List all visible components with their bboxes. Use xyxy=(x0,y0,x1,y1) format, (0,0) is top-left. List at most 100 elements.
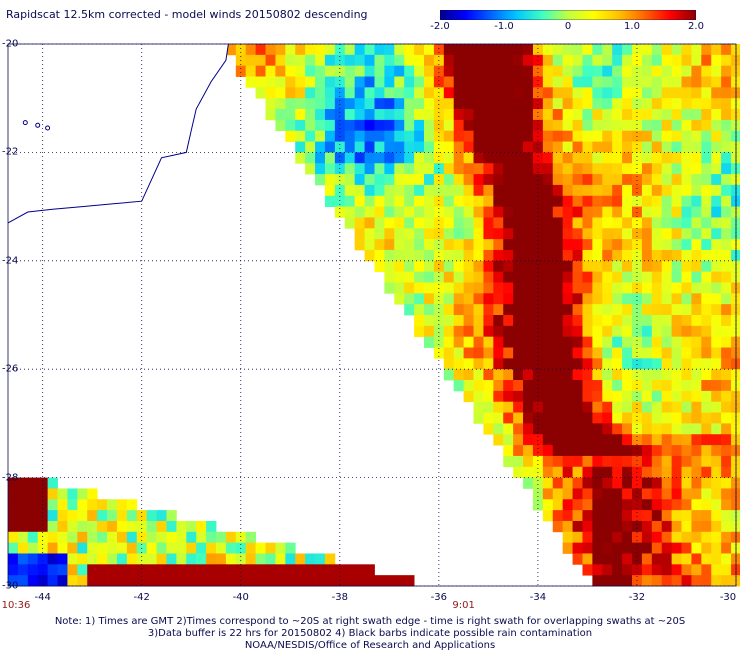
wind-difference-cell xyxy=(572,412,583,424)
wind-difference-cell xyxy=(324,152,336,164)
wind-difference-cell xyxy=(602,542,613,554)
wind-difference-cell xyxy=(532,325,544,338)
wind-difference-cell xyxy=(414,239,425,251)
wind-difference-cell xyxy=(275,109,286,121)
wind-difference-cell xyxy=(622,65,633,77)
wind-difference-cell xyxy=(602,325,613,338)
wind-difference-cell xyxy=(572,336,583,348)
wind-difference-cell xyxy=(334,184,346,197)
wind-difference-cell xyxy=(265,109,276,121)
wind-difference-cell xyxy=(473,206,484,218)
wind-difference-cell xyxy=(641,423,653,435)
wind-difference-cell xyxy=(731,174,740,186)
wind-difference-cell xyxy=(523,217,534,229)
wind-difference-cell xyxy=(87,575,98,587)
wind-difference-cell xyxy=(552,336,564,348)
wind-difference-cell xyxy=(562,445,573,457)
wind-difference-cell xyxy=(731,488,740,500)
wind-difference-cell xyxy=(483,206,494,218)
wind-difference-cell xyxy=(414,87,425,99)
wind-difference-cell xyxy=(433,271,445,283)
wind-difference-cell xyxy=(523,44,534,56)
wind-difference-cell xyxy=(622,466,633,478)
wind-difference-cell xyxy=(324,98,336,110)
wind-difference-cell xyxy=(295,44,306,56)
wind-difference-cell xyxy=(572,315,583,327)
wind-difference-cell xyxy=(493,369,504,381)
wind-difference-cell xyxy=(216,531,227,544)
wind-difference-cell xyxy=(661,54,673,67)
wind-difference-cell xyxy=(453,271,465,283)
wind-difference-cell xyxy=(513,174,524,186)
wind-difference-cell xyxy=(384,54,395,67)
wind-difference-cell xyxy=(433,109,445,121)
wind-difference-cell xyxy=(354,195,365,207)
wind-difference-cell xyxy=(602,65,613,77)
wind-difference-cell xyxy=(612,206,623,218)
wind-difference-cell xyxy=(622,401,633,413)
wind-difference-cell xyxy=(701,271,712,283)
wind-difference-cell xyxy=(394,575,405,587)
wind-difference-cell xyxy=(136,510,148,522)
wind-difference-cell xyxy=(513,358,524,370)
wind-difference-cell xyxy=(532,369,544,381)
wind-difference-cell xyxy=(731,130,740,142)
wind-difference-cell xyxy=(295,119,306,132)
wind-difference-cell xyxy=(552,315,564,327)
wind-difference-cell xyxy=(523,445,534,457)
wind-difference-cell xyxy=(255,44,266,56)
wind-difference-cell xyxy=(721,499,732,511)
wind-difference-cell xyxy=(641,499,653,511)
wind-difference-cell xyxy=(424,293,435,305)
wind-difference-cell xyxy=(602,347,613,359)
wind-difference-cell xyxy=(265,564,276,576)
wind-difference-cell xyxy=(414,174,425,186)
wind-difference-cell xyxy=(552,380,564,392)
wind-difference-cell xyxy=(295,98,306,110)
wind-difference-cell xyxy=(542,130,554,142)
wind-difference-cell xyxy=(701,119,712,132)
wind-difference-cell xyxy=(721,174,732,186)
wind-difference-cell xyxy=(612,239,623,251)
wind-difference-cell xyxy=(374,260,385,273)
wind-difference-cell xyxy=(582,520,593,533)
wind-difference-cell xyxy=(711,347,722,359)
wind-difference-cell xyxy=(275,542,286,554)
wind-difference-cell xyxy=(572,369,583,381)
wind-difference-cell xyxy=(532,249,544,262)
wind-difference-cell xyxy=(8,488,19,500)
wind-difference-cell xyxy=(691,488,702,500)
wind-difference-cell xyxy=(324,141,336,153)
wind-difference-cell xyxy=(602,434,613,446)
wind-difference-cell xyxy=(433,260,445,273)
wind-difference-cell xyxy=(235,564,247,576)
wind-difference-cell xyxy=(661,239,673,251)
wind-difference-cell xyxy=(681,54,692,67)
wind-difference-cell xyxy=(721,347,732,359)
wind-difference-cell xyxy=(453,228,465,240)
wind-difference-cell xyxy=(473,98,484,110)
wind-difference-cell xyxy=(731,109,740,121)
wind-difference-cell xyxy=(721,553,732,565)
wind-difference-cell xyxy=(582,369,593,381)
wind-difference-cell xyxy=(641,98,653,110)
wind-difference-cell xyxy=(651,174,663,186)
wind-difference-cell xyxy=(582,336,593,348)
wind-difference-cell xyxy=(612,315,623,327)
wind-difference-cell xyxy=(37,531,49,544)
wind-difference-cell xyxy=(602,174,613,186)
wind-difference-cell xyxy=(166,510,177,522)
land-mask xyxy=(8,44,229,223)
wind-difference-cell xyxy=(721,217,732,229)
wind-difference-cell xyxy=(513,380,524,392)
wind-difference-cell xyxy=(632,152,643,164)
wind-difference-cell xyxy=(622,315,633,327)
wind-difference-cell xyxy=(701,304,712,316)
wind-difference-cell xyxy=(107,542,118,554)
wind-difference-cell xyxy=(691,575,702,587)
wind-difference-cell xyxy=(572,455,583,468)
wind-difference-cell xyxy=(354,76,365,88)
wind-difference-cell xyxy=(473,195,484,207)
wind-difference-cell xyxy=(691,174,702,186)
wind-difference-cell xyxy=(641,358,653,370)
